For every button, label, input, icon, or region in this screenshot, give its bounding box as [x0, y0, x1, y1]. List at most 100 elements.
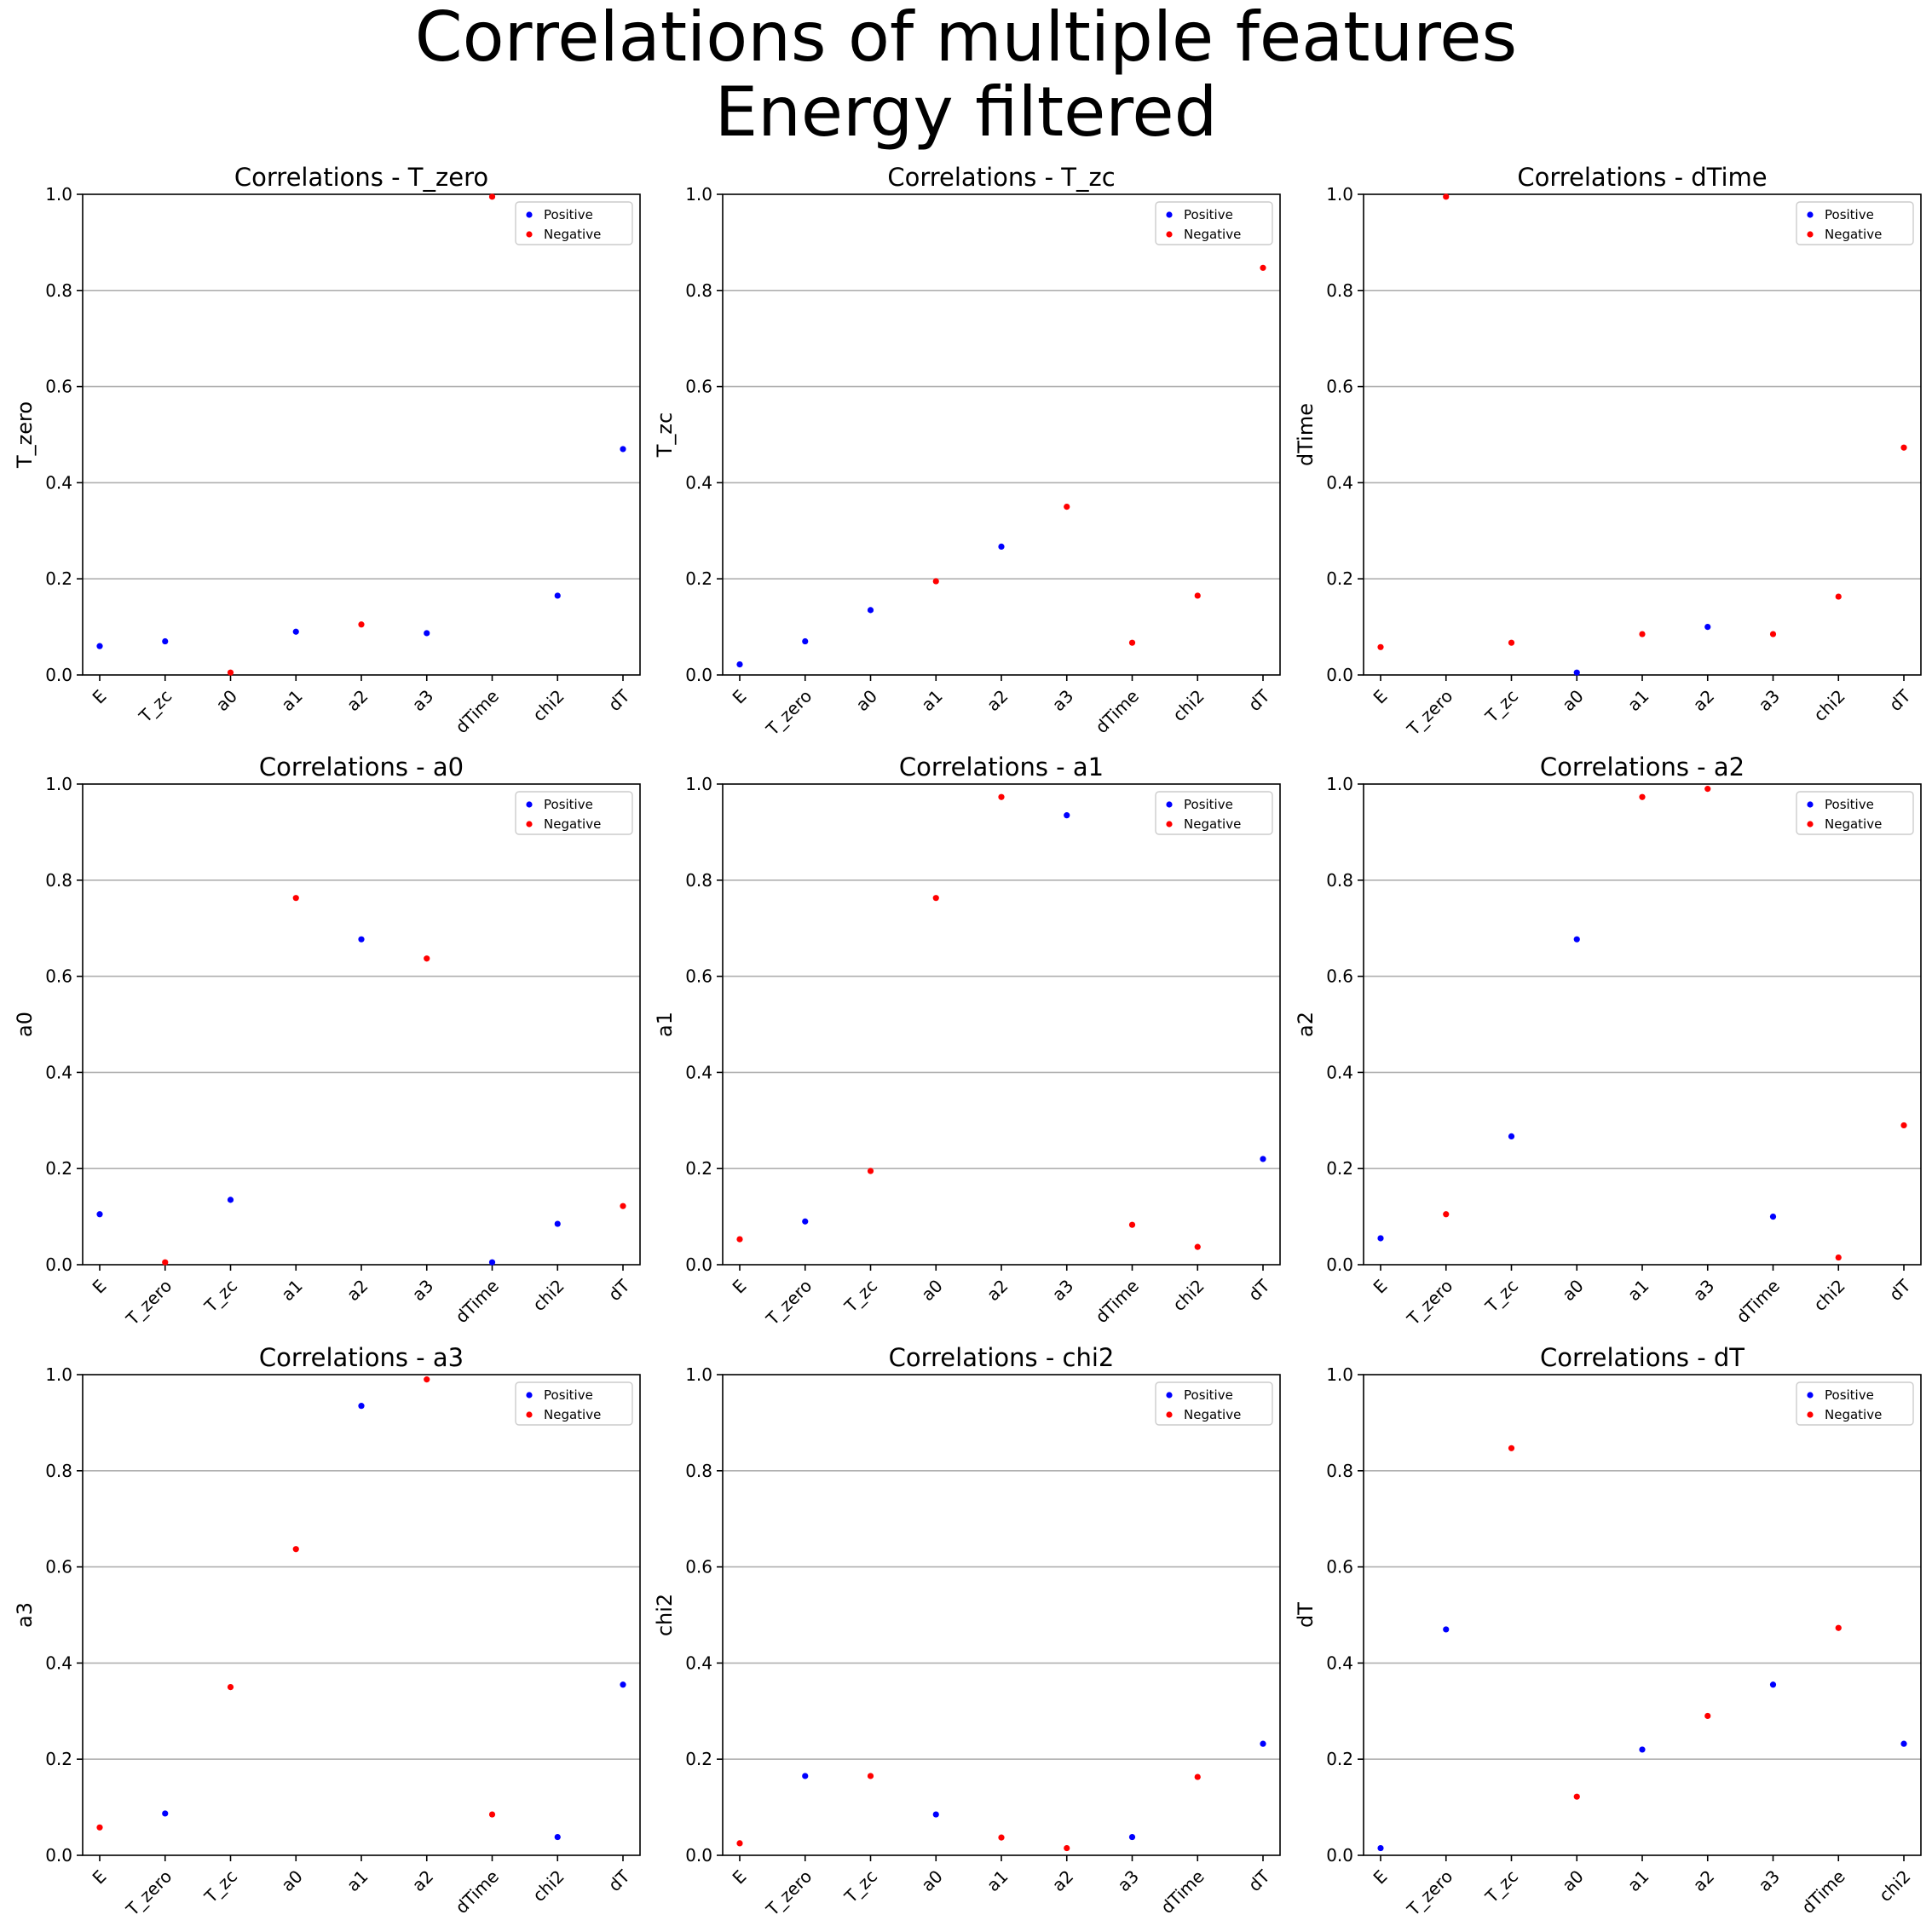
- x-tick-label: a2: [983, 686, 1012, 716]
- x-tick-label: T_zero: [122, 1866, 176, 1921]
- y-tick-label: 0.0: [685, 665, 712, 685]
- y-tick-label: 0.6: [45, 377, 72, 397]
- negative-point: [1835, 1254, 1842, 1261]
- x-tick-label: dTime: [1156, 1866, 1208, 1918]
- axes-frame: [1363, 1374, 1922, 1856]
- y-tick-label: 0.4: [45, 1652, 72, 1673]
- subplot-a1: 0.0 0.2 0.4 0.6 0.8 1.0 E T_zero T_zc a0 a2 a3 dTime…: [653, 753, 1281, 1329]
- legend: Positive Negative: [1796, 201, 1914, 245]
- legend-label-positive: Positive: [1184, 207, 1233, 222]
- legend: Positive Negative: [515, 1381, 633, 1426]
- legend-marker-positive: [1166, 1392, 1173, 1399]
- legend-label-positive: Positive: [544, 797, 593, 812]
- positive-point: [932, 1811, 939, 1818]
- negative-point: [96, 1824, 103, 1831]
- axes-frame: [82, 193, 641, 676]
- legend-label-negative: Negative: [544, 227, 601, 242]
- y-tick-label: 0.2: [685, 568, 712, 589]
- y-axis-label: a0: [13, 1012, 37, 1037]
- y-tick-label: 0.8: [45, 1461, 72, 1481]
- x-tick-label: T_zc: [135, 686, 176, 728]
- x-tick-label: a2: [983, 1276, 1012, 1306]
- negative-point: [227, 669, 234, 676]
- y-tick-label: 0.6: [45, 1557, 72, 1577]
- negative-point: [424, 955, 430, 962]
- subplot-title: Correlations - a1: [899, 753, 1104, 781]
- x-tick-label: dT: [1885, 1275, 1915, 1305]
- legend-box: [515, 201, 633, 245]
- axes-frame: [82, 783, 641, 1266]
- subplot-title: Correlations - dT: [1540, 1343, 1745, 1372]
- legend-marker-negative: [526, 231, 533, 238]
- negative-point: [1835, 593, 1842, 600]
- y-tick-label: 0.8: [45, 870, 72, 891]
- x-tick-label: a2: [1689, 686, 1719, 716]
- negative-point: [1704, 786, 1711, 793]
- negative-point: [867, 1773, 874, 1779]
- positive-point: [1769, 1681, 1777, 1688]
- y-tick-label: 0.4: [1326, 1062, 1353, 1082]
- x-tick-label: a0: [917, 1866, 947, 1896]
- negative-point: [1573, 1793, 1580, 1800]
- figure-title-line1: Correlations of multiple features: [414, 0, 1518, 77]
- negative-point: [736, 1840, 743, 1847]
- legend-marker-positive: [526, 801, 533, 808]
- legend-marker-negative: [1166, 821, 1173, 828]
- legend-box: [1155, 201, 1273, 245]
- figure-title-line2: Energy filtered: [714, 72, 1218, 152]
- negative-point: [620, 1202, 626, 1209]
- legend-marker-positive: [1166, 801, 1173, 808]
- negative-point: [736, 1236, 743, 1243]
- x-tick-label: chi2: [1809, 1276, 1849, 1316]
- y-tick-label: 0.6: [685, 966, 712, 987]
- legend-box: [515, 1381, 633, 1426]
- legend: Positive Negative: [1155, 791, 1273, 835]
- negative-point: [1194, 1243, 1201, 1250]
- axes-frame: [1363, 783, 1922, 1266]
- x-tick-label: a0: [1558, 1866, 1588, 1896]
- positive-point: [802, 637, 809, 645]
- x-tick-label: dTime: [451, 1866, 503, 1918]
- y-tick-label: 0.8: [45, 280, 72, 301]
- negative-point: [488, 1811, 496, 1818]
- positive-point: [358, 1403, 365, 1410]
- positive-point: [358, 936, 365, 943]
- x-tick-label: a1: [277, 1276, 307, 1306]
- x-tick-label: T_zc: [1480, 686, 1522, 728]
- y-tick-label: 0.6: [1326, 377, 1353, 397]
- positive-point: [1508, 1133, 1515, 1140]
- x-tick-label: dTime: [1797, 1866, 1849, 1918]
- x-tick-label: T_zc: [199, 1276, 241, 1318]
- legend-marker-negative: [1166, 1411, 1173, 1418]
- legend-marker-positive: [526, 211, 533, 218]
- y-tick-label: 0.4: [1326, 1652, 1353, 1673]
- subplot-title: Correlations - T_zc: [887, 163, 1115, 192]
- legend-label-positive: Positive: [544, 1387, 593, 1403]
- x-tick-label: T_zero: [1403, 686, 1457, 741]
- x-tick-label: a0: [211, 686, 241, 716]
- positive-point: [802, 1773, 809, 1779]
- negative-point: [932, 578, 939, 585]
- x-tick-label: T_zc: [839, 1866, 881, 1908]
- negative-point: [1769, 631, 1777, 637]
- subplot-chi2: 0.0 0.2 0.4 0.6 0.8 1.0 E T_zero T_zc a0 a1 a2 a3 dTi…: [653, 1343, 1281, 1920]
- x-tick-label: a3: [1754, 686, 1784, 716]
- x-tick-label: a0: [851, 686, 881, 716]
- negative-point: [292, 895, 299, 902]
- x-tick-label: chi2: [1809, 686, 1849, 726]
- legend: Positive Negative: [515, 791, 633, 835]
- x-tick-label: T_zero: [762, 686, 816, 741]
- positive-point: [620, 1681, 626, 1688]
- x-tick-label: T_zc: [839, 1276, 881, 1318]
- y-tick-label: 0.6: [685, 377, 712, 397]
- y-tick-label: 0.2: [1326, 1749, 1353, 1769]
- x-tick-label: dTime: [1091, 686, 1143, 738]
- legend-label-negative: Negative: [1825, 816, 1882, 832]
- y-tick-label: 0.4: [685, 1652, 712, 1673]
- x-tick-label: E: [729, 1866, 751, 1889]
- legend-box: [1155, 791, 1273, 835]
- x-tick-label: a0: [917, 1276, 947, 1306]
- legend-marker-positive: [1807, 211, 1814, 218]
- legend: Positive Negative: [1155, 1381, 1273, 1426]
- subplot-T_zc: 0.0 0.2 0.4 0.6 0.8 1.0 E T_zero a0 a1 a2 a3 dTime ch…: [653, 163, 1281, 741]
